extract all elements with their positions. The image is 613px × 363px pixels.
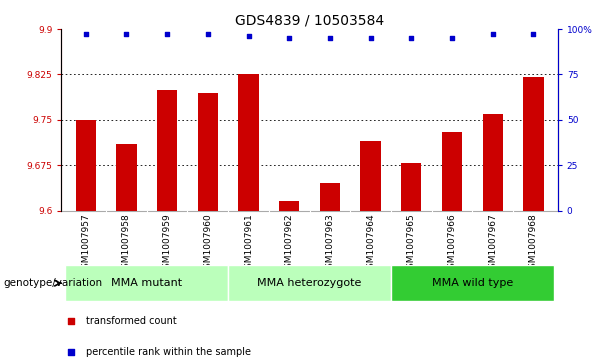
Point (325, 35, 335, 41)
Text: transformed count: transformed count (86, 316, 177, 326)
Bar (238, 74, 259, 211)
Point (121, 32, 131, 37)
Point (488, 32, 498, 37)
Text: genotype/variation: genotype/variation (3, 278, 102, 288)
Bar (320, 183, 340, 211)
Title: GDS4839 / 10503584: GDS4839 / 10503584 (235, 14, 384, 28)
Bar (228, 265, 391, 301)
Text: MMA heterozygote: MMA heterozygote (257, 278, 362, 288)
Text: GSM1007964: GSM1007964 (366, 213, 375, 274)
Text: GSM1007963: GSM1007963 (326, 213, 335, 274)
Text: MMA wild type: MMA wild type (432, 278, 513, 288)
Text: GSM1007967: GSM1007967 (488, 213, 497, 274)
Bar (157, 90, 177, 211)
Text: GSM1007957: GSM1007957 (81, 213, 90, 274)
Text: GSM1007960: GSM1007960 (204, 213, 212, 274)
Point (406, 35, 416, 41)
Bar (401, 163, 422, 211)
Point (284, 35, 294, 41)
Text: GSM1007962: GSM1007962 (284, 213, 294, 274)
Text: MMA mutant: MMA mutant (111, 278, 182, 288)
Point (66, 349, 76, 355)
Text: GSM1007959: GSM1007959 (162, 213, 172, 274)
Bar (116, 144, 137, 211)
Point (81, 32, 91, 37)
Text: GSM1007958: GSM1007958 (122, 213, 131, 274)
Bar (197, 93, 218, 211)
Bar (442, 132, 462, 211)
Bar (360, 141, 381, 211)
Point (528, 32, 538, 37)
Text: percentile rank within the sample: percentile rank within the sample (86, 347, 251, 357)
Point (66, 318, 76, 324)
Bar (391, 265, 554, 301)
Point (366, 35, 376, 41)
Text: GSM1007966: GSM1007966 (447, 213, 457, 274)
Text: GSM1007961: GSM1007961 (244, 213, 253, 274)
Bar (66, 265, 228, 301)
Point (447, 35, 457, 41)
Text: GSM1007968: GSM1007968 (529, 213, 538, 274)
Bar (482, 114, 503, 211)
Text: GSM1007965: GSM1007965 (407, 213, 416, 274)
Point (162, 32, 172, 37)
Bar (524, 77, 544, 211)
Bar (279, 201, 299, 211)
Bar (75, 120, 96, 211)
Point (203, 32, 213, 37)
Point (243, 33, 253, 39)
